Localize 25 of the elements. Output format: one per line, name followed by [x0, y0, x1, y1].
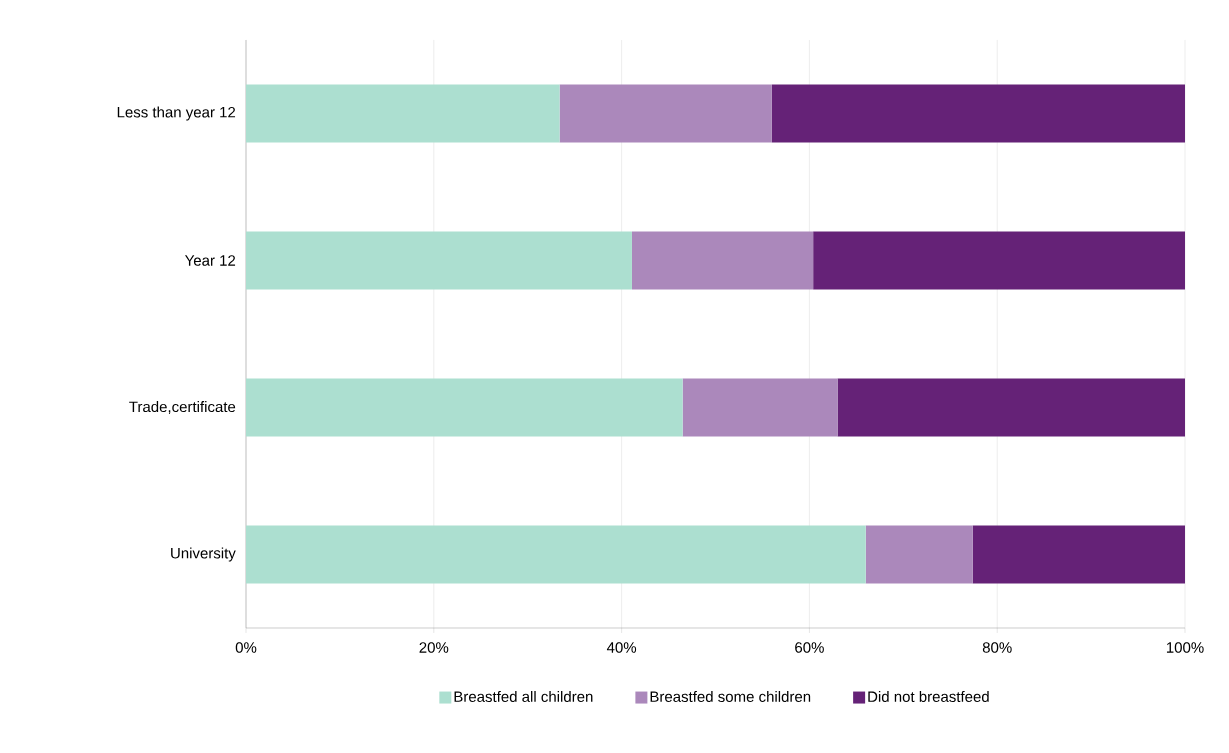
y-tick-label: Trade,certificate: [129, 401, 236, 414]
bar: [972, 525, 1186, 584]
bar: [837, 378, 1186, 437]
bar: [771, 84, 1186, 143]
bar: [246, 525, 866, 584]
x-tick-label: 40%: [606, 642, 637, 653]
bar: [246, 231, 632, 290]
bar: [865, 525, 973, 584]
y-tick-label: Year 12: [184, 255, 236, 266]
x-tick-label: 0%: [235, 642, 257, 653]
bar: [559, 84, 772, 143]
x-tick-label: 100%: [1166, 642, 1204, 653]
bar: [246, 378, 683, 437]
bar: [682, 378, 838, 437]
bar: [631, 231, 814, 290]
legend-label: Did not breastfeed: [868, 690, 989, 702]
x-tick-label: 80%: [982, 642, 1012, 653]
x-tick-label: 60%: [795, 642, 824, 653]
legend-label: Breastfed some children: [650, 690, 811, 702]
bar: [246, 84, 560, 143]
bar: [813, 231, 1186, 290]
x-tick-label: 20%: [419, 642, 449, 653]
legend-label: Breastfed all children: [454, 690, 593, 702]
y-tick-label: Less than year 12: [117, 106, 236, 121]
y-tick-label: University: [171, 547, 236, 562]
